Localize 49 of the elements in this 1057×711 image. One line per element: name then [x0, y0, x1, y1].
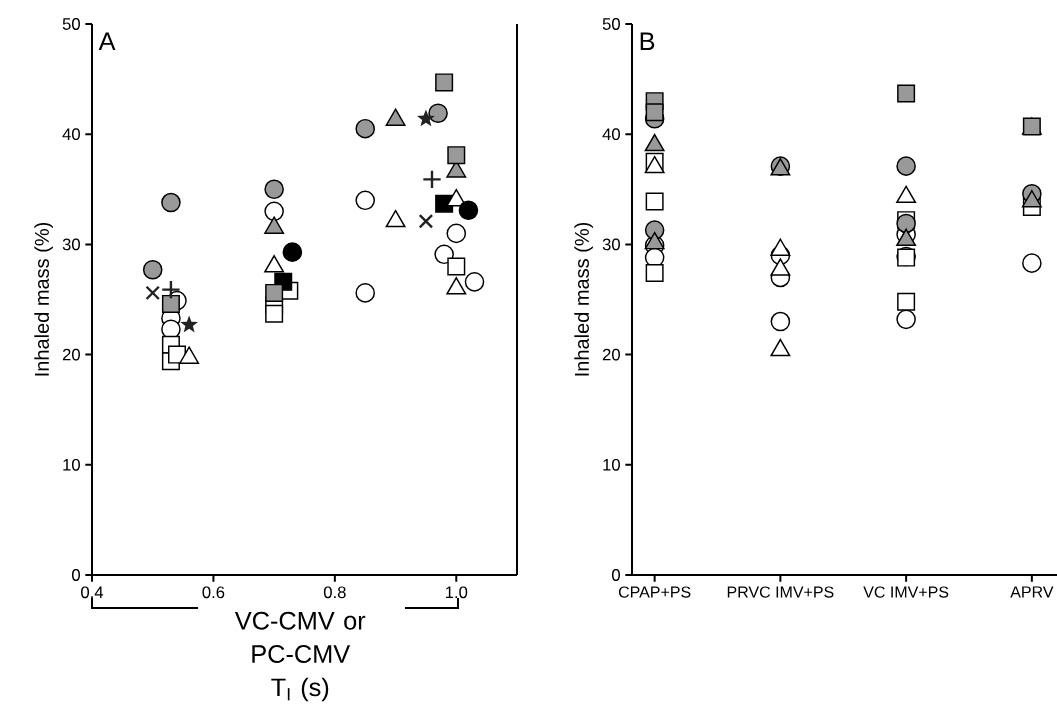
- x-tick-label: 0.6: [202, 586, 225, 599]
- point: [355, 190, 376, 211]
- point: [145, 285, 161, 301]
- y-tick-label: 30: [602, 238, 620, 251]
- point: [161, 192, 181, 213]
- y-tick-label: 40: [602, 128, 620, 141]
- y-tick-label: 50: [602, 18, 620, 30]
- point: [282, 242, 303, 262]
- point: [355, 283, 376, 303]
- point: [355, 118, 376, 139]
- x-tick-label: PRVC IMV+PS: [727, 586, 834, 598]
- chart-title: A: [98, 32, 116, 50]
- y-tick-label: 40: [62, 128, 80, 141]
- point: [458, 200, 479, 221]
- point: [435, 73, 454, 92]
- y-tick-label: 0: [612, 569, 620, 581]
- y-tick-label: 30: [62, 238, 80, 251]
- point: [422, 169, 442, 190]
- point: [161, 294, 180, 313]
- y-axis-title: Inhaled mass (%): [34, 222, 53, 376]
- y-tick-label: 50: [62, 18, 80, 30]
- point: [446, 223, 467, 244]
- point: [264, 201, 284, 222]
- x-axis-title: VC-CMV or PC-CMV T$_{I}$ (s): [234, 611, 366, 702]
- x-tick-label: 1.0: [445, 586, 468, 599]
- x-tick-label: 0.4: [81, 586, 104, 599]
- y-tick-label: 20: [602, 348, 620, 361]
- point: [464, 272, 485, 292]
- y-tick-label: 10: [603, 458, 620, 471]
- point: [180, 315, 199, 333]
- chart-title: B: [640, 32, 655, 50]
- point: [265, 283, 284, 302]
- y-tick-label: 20: [62, 348, 80, 361]
- x-tick-label: CPAP+PS: [618, 586, 691, 598]
- point: [161, 279, 181, 300]
- point: [418, 213, 434, 229]
- point: [447, 257, 466, 276]
- point: [265, 304, 284, 323]
- x-tick-label: 0.8: [323, 586, 346, 599]
- point: [417, 109, 435, 127]
- point: [447, 146, 466, 165]
- y-tick-label: 10: [63, 458, 80, 471]
- y-tick-label: 0: [72, 569, 80, 581]
- x-tick-label: VC IMV+PS: [863, 586, 949, 598]
- point: [264, 179, 284, 200]
- x-tick-label: APRV: [1010, 586, 1054, 598]
- point: [142, 259, 163, 280]
- y-axis-title: Inhaled mass (%): [574, 222, 593, 376]
- point: [428, 103, 448, 124]
